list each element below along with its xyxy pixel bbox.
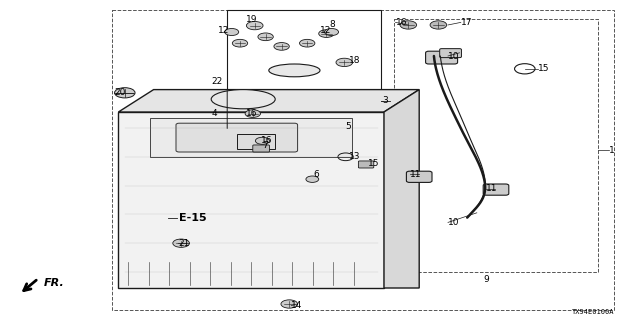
Circle shape: [115, 88, 135, 98]
Text: 9: 9: [483, 276, 489, 284]
Polygon shape: [118, 90, 419, 112]
Text: 19: 19: [246, 15, 258, 24]
Circle shape: [255, 137, 269, 144]
FancyBboxPatch shape: [253, 145, 269, 152]
Text: 15: 15: [368, 159, 380, 168]
Circle shape: [300, 39, 315, 47]
Circle shape: [324, 28, 339, 36]
Circle shape: [336, 58, 353, 67]
FancyBboxPatch shape: [426, 51, 458, 64]
Text: 6: 6: [314, 170, 319, 179]
Text: 14: 14: [291, 301, 303, 310]
FancyBboxPatch shape: [358, 161, 374, 168]
Circle shape: [430, 21, 447, 29]
Circle shape: [246, 21, 263, 30]
FancyBboxPatch shape: [440, 49, 461, 58]
Text: 12: 12: [320, 26, 332, 35]
Bar: [118, 112, 384, 288]
Text: 8: 8: [330, 20, 335, 28]
Text: 16: 16: [396, 18, 407, 27]
Circle shape: [225, 28, 239, 36]
Polygon shape: [384, 90, 419, 288]
Circle shape: [274, 43, 289, 50]
Text: 12: 12: [218, 26, 229, 35]
Text: 18: 18: [349, 56, 360, 65]
Text: 10: 10: [448, 218, 460, 227]
FancyBboxPatch shape: [176, 123, 298, 152]
Text: E-15: E-15: [179, 212, 207, 223]
Circle shape: [306, 176, 319, 182]
Text: 22: 22: [211, 77, 223, 86]
Text: 21: 21: [178, 239, 189, 248]
Bar: [237, 134, 275, 149]
Text: 17: 17: [461, 18, 472, 27]
Text: 7: 7: [262, 141, 268, 150]
Text: 20: 20: [114, 88, 125, 97]
FancyBboxPatch shape: [406, 171, 432, 182]
Ellipse shape: [269, 64, 320, 77]
Bar: [227, 10, 381, 122]
Text: 3: 3: [383, 96, 388, 105]
Text: 4: 4: [211, 109, 217, 118]
Circle shape: [232, 39, 248, 47]
Text: 13: 13: [349, 152, 360, 161]
Text: TX94E0100A: TX94E0100A: [572, 309, 614, 315]
Bar: [112, 10, 614, 310]
Text: FR.: FR.: [44, 278, 64, 288]
Circle shape: [281, 300, 298, 308]
Text: 15: 15: [538, 64, 549, 73]
FancyBboxPatch shape: [483, 184, 509, 195]
Circle shape: [319, 30, 334, 37]
Text: 10: 10: [448, 52, 460, 60]
Bar: [150, 118, 352, 157]
Text: 16: 16: [261, 136, 273, 145]
Text: 1: 1: [609, 146, 615, 155]
Circle shape: [245, 110, 260, 117]
Text: 16: 16: [246, 109, 258, 118]
Circle shape: [173, 239, 189, 247]
Circle shape: [400, 21, 417, 29]
Ellipse shape: [211, 90, 275, 109]
Circle shape: [258, 33, 273, 41]
Bar: [394, 19, 598, 272]
Text: 11: 11: [486, 184, 498, 193]
Text: 11: 11: [410, 170, 421, 179]
Text: 5: 5: [346, 122, 351, 131]
